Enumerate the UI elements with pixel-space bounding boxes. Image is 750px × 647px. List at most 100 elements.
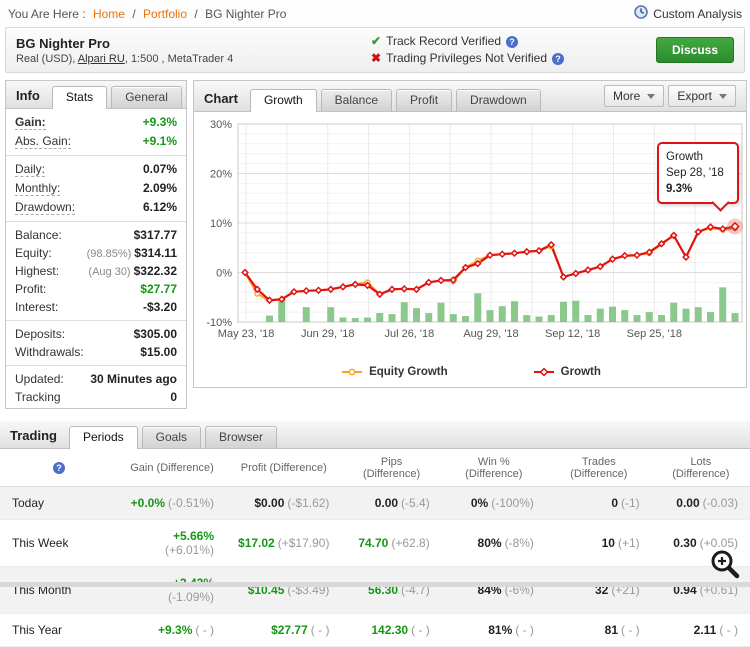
periods-table-header: ? Gain (Difference) Profit (Difference) …: [0, 449, 750, 487]
verification-status: ✔ Track Record Verified ? ✖ Trading Priv…: [371, 33, 656, 67]
svg-text:Jul 26, '18: Jul 26, '18: [384, 328, 434, 340]
custom-analysis-label: Custom Analysis: [653, 6, 742, 21]
cell: 0.30 (+0.05): [651, 519, 750, 567]
cell: +0.0% (-0.51%): [118, 486, 227, 520]
tab-balance[interactable]: Balance: [320, 89, 393, 111]
stat-row-daily: Daily: 0.07%: [6, 160, 186, 179]
breadcrumb-separator: /: [194, 6, 198, 21]
trading-privileges-label: Trading Privileges Not Verified: [386, 51, 548, 65]
tab-drawdown[interactable]: Drawdown: [456, 89, 541, 111]
period-label: Today: [0, 486, 118, 520]
stat-value: 30 Minutes ago: [90, 372, 177, 386]
cell: 142.30( - ): [341, 613, 442, 647]
cell-difference: (+0.05): [699, 536, 738, 550]
chart-panel-title: Chart: [204, 91, 238, 106]
cell-value: 74.70: [358, 536, 389, 550]
stat-label: Updated:: [15, 372, 64, 386]
tooltip-series: Growth: [666, 151, 704, 163]
cell-difference: ( - ): [515, 623, 534, 637]
stat-label: Gain:: [15, 115, 46, 130]
cell-value: 0: [611, 496, 618, 510]
stat-row-monthly: Monthly: 2.09%: [6, 179, 186, 198]
legend-label: Equity Growth: [369, 366, 448, 378]
stat-value: (Aug 30) $322.32: [88, 264, 177, 278]
breadcrumb: You Are Here : Home / Portfolio / BG Nig…: [8, 7, 290, 21]
tab-stats[interactable]: Stats: [51, 86, 108, 109]
tab-growth[interactable]: Growth: [249, 89, 317, 112]
column-pips: Pips (Difference): [341, 449, 442, 487]
tab-profit[interactable]: Profit: [396, 89, 453, 111]
cell-difference: (-8%): [504, 536, 534, 550]
table-row-this-month: This Month+3.43%(-1.09%)$10.45(-$3.49)56…: [0, 566, 750, 614]
stat-row-updated: Updated: 30 Minutes ago: [6, 370, 186, 388]
breadcrumb-link-home[interactable]: Home: [92, 6, 125, 21]
breadcrumb-prefix: You Are Here :: [8, 6, 86, 21]
svg-text:10%: 10%: [210, 218, 232, 230]
svg-text:Sep 12, '18: Sep 12, '18: [545, 328, 600, 340]
info-icon[interactable]: ?: [552, 52, 565, 65]
cell-difference: (+$17.90): [277, 536, 330, 550]
cell-value: 10: [601, 536, 615, 550]
stat-label: Deposits:: [15, 327, 66, 341]
svg-text:0%: 0%: [216, 268, 232, 280]
diamond-marker-icon: [533, 367, 554, 377]
tab-browser[interactable]: Browser: [205, 426, 278, 448]
breadcrumb-link-portfolio[interactable]: Portfolio: [143, 6, 188, 21]
info-column-header: ?: [0, 449, 118, 487]
cell: $27.77( - ): [226, 613, 342, 647]
stat-row-profit: Profit: $27.77: [6, 280, 186, 298]
stat-value: $15.00: [140, 345, 177, 359]
cell: +3.43%(-1.09%): [118, 566, 227, 614]
trading-title: Trading: [10, 428, 57, 443]
column-trades: Trades (Difference): [545, 449, 652, 487]
tab-goals[interactable]: Goals: [141, 426, 201, 448]
account-type: Real (USD),: [16, 52, 78, 65]
stat-row-highest: Highest: (Aug 30) $322.32: [6, 262, 186, 280]
info-icon[interactable]: ?: [53, 462, 65, 474]
cell-value: 0%: [470, 496, 489, 510]
info-panel-title: Info: [16, 88, 40, 103]
info-icon[interactable]: ?: [506, 35, 518, 48]
svg-text:May 23, '18: May 23, '18: [218, 328, 275, 340]
clock-icon: [634, 5, 649, 22]
cell-difference: (-100%): [491, 496, 534, 510]
periods-table: ? Gain (Difference) Profit (Difference) …: [0, 449, 750, 647]
stat-value-prefix: (98.85%): [86, 248, 132, 260]
cell-difference: (+6.01%): [165, 543, 215, 557]
broker-link[interactable]: Alpari RU: [77, 52, 125, 65]
stat-row-drawdown: Drawdown: 6.12%: [6, 198, 186, 217]
cell: 74.70 (+62.8): [341, 519, 442, 567]
zoom-magnifier-icon[interactable]: [708, 547, 742, 581]
cell: +5.66%(+6.01%): [118, 519, 227, 567]
table-row-today: Today +0.0% (-0.51%) $0.00 (-$1.62) 0.00 (-5.4…: [0, 486, 750, 520]
export-dropdown[interactable]: Export: [668, 85, 736, 107]
tab-periods[interactable]: Periods: [68, 426, 138, 449]
stat-label: Abs. Gain:: [15, 134, 72, 149]
stat-row-tracking: Tracking 0: [6, 388, 186, 406]
stat-label: Interest:: [15, 300, 59, 314]
legend-item-equity-growth[interactable]: Equity Growth: [341, 366, 448, 378]
cell: 81( - ): [545, 613, 652, 647]
custom-analysis-button[interactable]: Custom Analysis: [634, 5, 742, 22]
cell-difference: (-0.51%): [168, 496, 215, 510]
stat-label: Highest:: [15, 264, 60, 278]
breadcrumb-separator: /: [132, 6, 136, 21]
stat-value-prefix: (Aug 30): [88, 266, 131, 278]
stat-label: Monthly:: [15, 181, 61, 196]
tab-general[interactable]: General: [111, 86, 182, 108]
more-dropdown[interactable]: More: [603, 85, 665, 107]
export-label: Export: [677, 89, 712, 103]
svg-text:Sep 25, '18: Sep 25, '18: [627, 328, 682, 340]
stat-label: Drawdown:: [15, 200, 76, 215]
svg-text:Jun 29, '18: Jun 29, '18: [301, 328, 354, 340]
breadcrumb-current: BG Nighter Pro: [205, 6, 287, 21]
cell: $10.45 (-$3.49): [226, 566, 342, 614]
cell-value: +9.3%: [158, 623, 193, 637]
cell-difference: ( - ): [411, 623, 430, 637]
legend-item-growth[interactable]: Growth: [533, 366, 601, 378]
growth-chart[interactable]: 30% 20% 10% 0% -10% May 23, '18 Jun 29, '18 Jul…: [194, 112, 746, 387]
stat-value: +9.1%: [142, 134, 177, 148]
stat-label: Profit:: [15, 282, 47, 296]
cell: 0.00 (-0.03): [651, 486, 750, 520]
discuss-button[interactable]: Discuss: [655, 37, 734, 63]
